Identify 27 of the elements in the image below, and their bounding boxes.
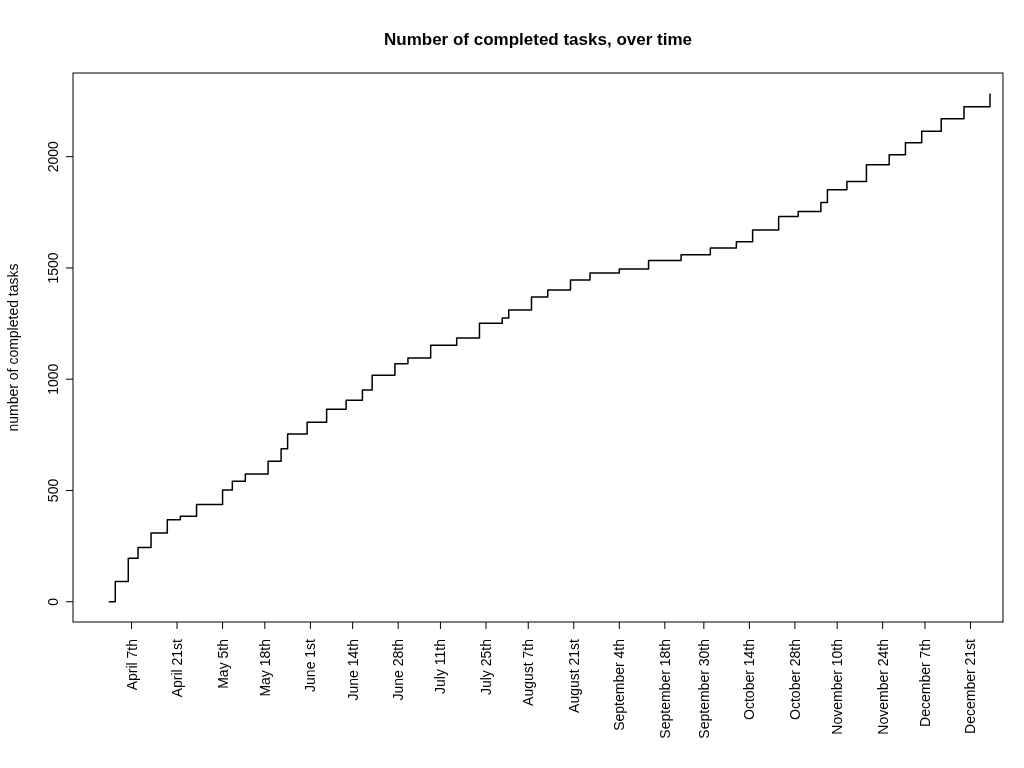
x-tick-label: July 25th <box>477 639 494 696</box>
x-tick-label: July 11th <box>432 639 449 694</box>
x-tick-label: October 14th <box>741 639 758 720</box>
chart-title: Number of completed tasks, over time <box>384 30 692 49</box>
y-tick-label: 2000 <box>45 140 61 173</box>
x-tick-label: December 7th <box>916 639 933 727</box>
x-tick-label: June 1st <box>302 638 319 692</box>
y-axis-title: number of completed tasks <box>5 263 21 432</box>
x-tick-label: June 14th <box>344 639 361 701</box>
x-tick-label: December 21st <box>962 638 979 734</box>
x-tick-label: November 10th <box>829 639 846 735</box>
x-tick-label: August 21st <box>565 638 582 713</box>
y-tick-label: 500 <box>45 478 61 503</box>
y-tick-label: 1000 <box>45 363 61 395</box>
y-tick-label: 0 <box>45 597 61 606</box>
x-tick-label: May 5th <box>214 639 231 689</box>
x-tick-label: April 7th <box>123 639 140 691</box>
x-tick-label: August 7th <box>520 639 537 706</box>
x-tick-label: September 18th <box>656 639 673 739</box>
y-tick-label: 1500 <box>45 252 61 284</box>
x-tick-label: September 30th <box>695 639 712 739</box>
x-tick-label: May 18th <box>256 639 273 697</box>
x-tick-label: September 4th <box>611 639 628 731</box>
x-tick-label: June 28th <box>390 639 407 701</box>
x-tick-label: April 21st <box>169 638 186 698</box>
x-tick-label: November 24th <box>874 639 891 735</box>
x-tick-label: October 28th <box>786 639 803 720</box>
